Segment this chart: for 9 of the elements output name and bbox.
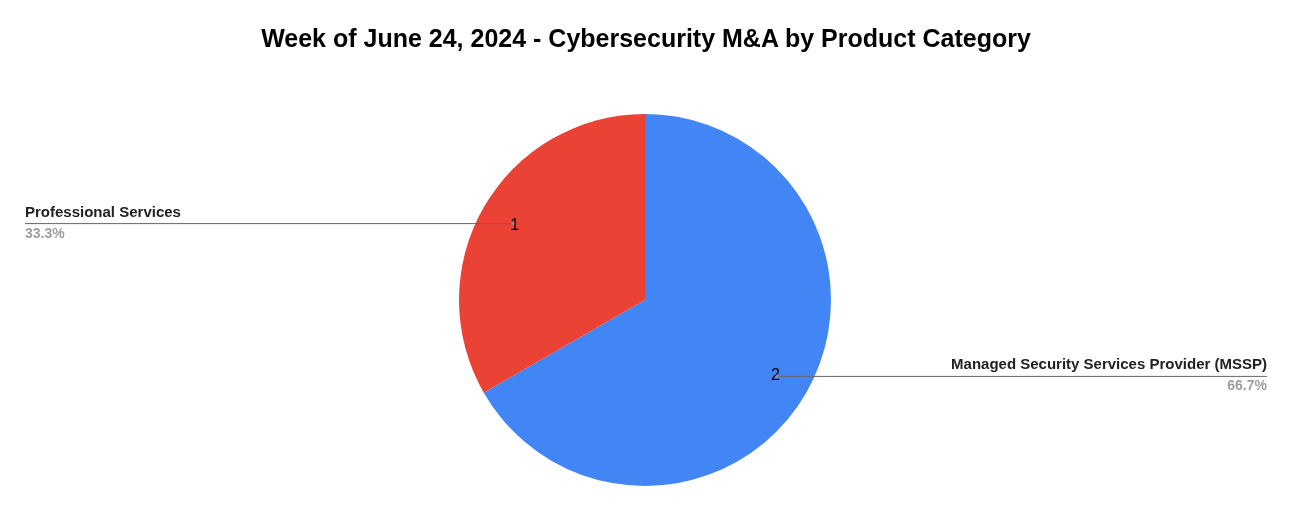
pie-slice (483, 114, 831, 486)
text: 1 (510, 215, 520, 233)
data-label: 66.7% (1227, 377, 1268, 394)
text: 2 (770, 366, 780, 384)
chart-title: Week of June 24, 2024 - Cybersecurity M&A by Product Category (261, 24, 1031, 52)
slice-label: Managed Security Services Provider (MSSP) (951, 355, 1267, 373)
data-label: 33.3% (25, 224, 66, 241)
pie-slice (459, 114, 645, 393)
slice-label: Professional Services (25, 202, 181, 220)
